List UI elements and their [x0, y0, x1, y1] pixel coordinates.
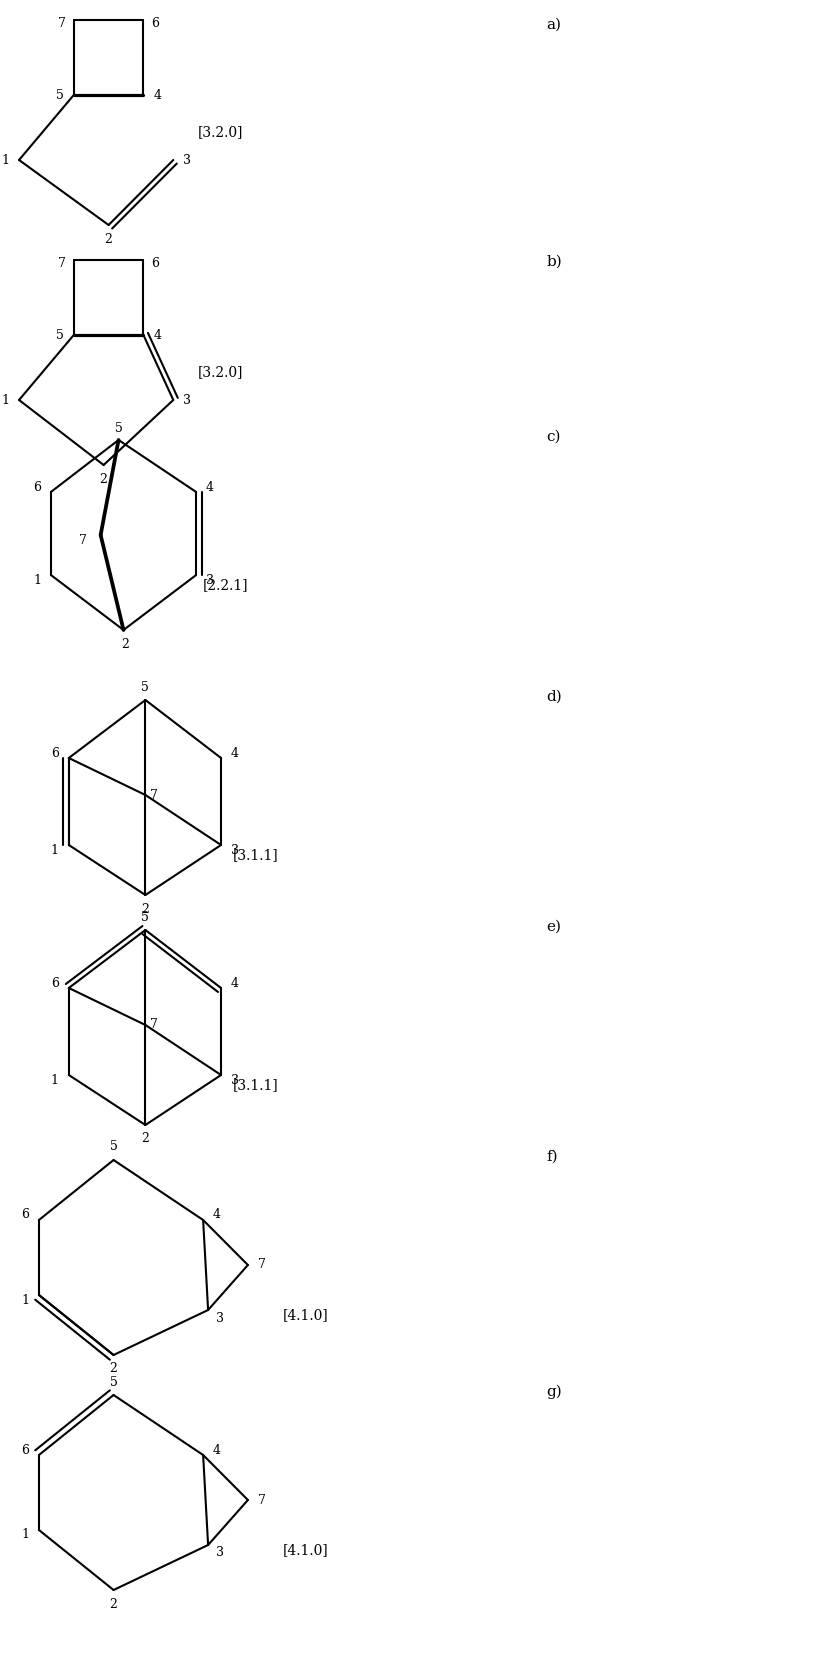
Text: 7: 7: [258, 1494, 266, 1506]
Text: b): b): [546, 254, 562, 269]
Text: 1: 1: [21, 1529, 29, 1541]
Text: 4: 4: [213, 1444, 221, 1457]
Text: 4: 4: [231, 977, 239, 989]
Text: 3: 3: [216, 1546, 224, 1559]
Text: 3: 3: [183, 393, 191, 407]
Text: 5: 5: [110, 1375, 117, 1389]
Text: 1: 1: [1, 154, 9, 167]
Text: 6: 6: [51, 746, 59, 760]
Text: 5: 5: [110, 1141, 117, 1153]
Text: 3: 3: [183, 154, 191, 167]
Text: 6: 6: [51, 977, 59, 989]
Text: g): g): [546, 1385, 562, 1399]
Text: [3.1.1]: [3.1.1]: [233, 1077, 279, 1092]
Text: c): c): [546, 430, 561, 443]
Text: 7: 7: [58, 17, 66, 30]
Text: 3: 3: [231, 843, 239, 857]
Text: [3.2.0]: [3.2.0]: [198, 125, 243, 139]
Text: 1: 1: [51, 1074, 59, 1086]
Text: 4: 4: [153, 328, 162, 341]
Text: f): f): [546, 1149, 558, 1164]
Text: 1: 1: [33, 574, 41, 587]
Text: 6: 6: [151, 256, 159, 269]
Text: 1: 1: [1, 393, 9, 407]
Text: 4: 4: [231, 746, 239, 760]
Text: 2: 2: [141, 902, 149, 915]
Text: 5: 5: [141, 681, 149, 694]
Text: 7: 7: [258, 1258, 266, 1271]
Text: 7: 7: [58, 256, 66, 269]
Text: [2.2.1]: [2.2.1]: [203, 577, 249, 592]
Text: 5: 5: [56, 89, 64, 102]
Text: [3.2.0]: [3.2.0]: [198, 365, 243, 380]
Text: [4.1.0]: [4.1.0]: [283, 1308, 328, 1322]
Text: 2: 2: [110, 1362, 117, 1375]
Text: 7: 7: [79, 534, 87, 547]
Text: 6: 6: [33, 480, 41, 494]
Text: 7: 7: [150, 1019, 158, 1032]
Text: 6: 6: [151, 17, 159, 30]
Text: 5: 5: [115, 422, 122, 435]
Text: 7: 7: [150, 788, 158, 801]
Text: 1: 1: [51, 843, 59, 857]
Text: d): d): [546, 689, 562, 704]
Text: 2: 2: [110, 1598, 117, 1611]
Text: 5: 5: [141, 910, 149, 923]
Text: 1: 1: [21, 1293, 29, 1307]
Text: 3: 3: [216, 1312, 224, 1325]
Text: 4: 4: [213, 1208, 221, 1221]
Text: 3: 3: [206, 574, 214, 587]
Text: e): e): [546, 920, 561, 934]
Text: 4: 4: [206, 480, 214, 494]
Text: a): a): [546, 18, 561, 32]
Text: [3.1.1]: [3.1.1]: [233, 848, 279, 862]
Text: 2: 2: [105, 233, 112, 246]
Text: 5: 5: [56, 328, 64, 341]
Text: 3: 3: [231, 1074, 239, 1086]
Text: 6: 6: [21, 1444, 29, 1457]
Text: 2: 2: [121, 637, 130, 651]
Text: 2: 2: [141, 1133, 149, 1146]
Text: 2: 2: [100, 472, 107, 485]
Text: 6: 6: [21, 1208, 29, 1221]
Text: 4: 4: [153, 89, 162, 102]
Text: [4.1.0]: [4.1.0]: [283, 1543, 328, 1558]
